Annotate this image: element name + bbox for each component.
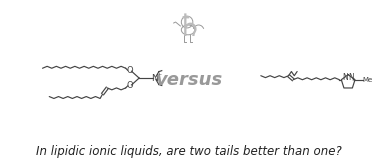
Text: N: N — [151, 74, 158, 82]
Text: O: O — [126, 66, 133, 75]
Text: ♄: ♄ — [175, 13, 203, 42]
Text: N: N — [342, 73, 348, 82]
Text: versus: versus — [155, 71, 223, 89]
Text: +: + — [351, 78, 356, 82]
Text: In lipidic ionic liquids, are two tails better than one?: In lipidic ionic liquids, are two tails … — [36, 145, 342, 158]
Text: N: N — [349, 73, 355, 82]
Text: O: O — [126, 82, 133, 90]
Text: +: + — [156, 72, 161, 77]
Text: Me: Me — [363, 77, 373, 83]
